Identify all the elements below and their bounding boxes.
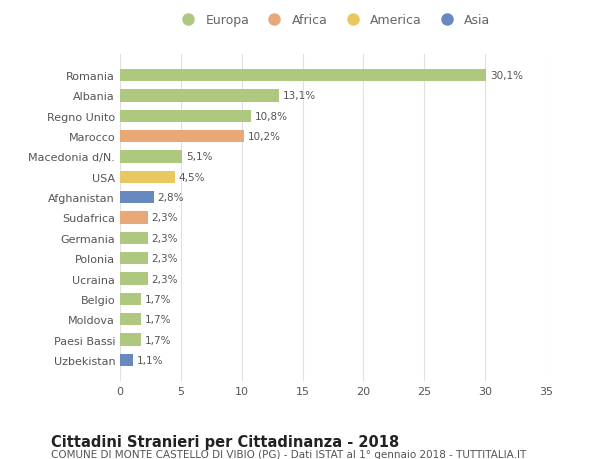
Text: COMUNE DI MONTE CASTELLO DI VIBIO (PG) - Dati ISTAT al 1° gennaio 2018 - TUTTITA: COMUNE DI MONTE CASTELLO DI VIBIO (PG) -… (51, 449, 526, 459)
Text: Cittadini Stranieri per Cittadinanza - 2018: Cittadini Stranieri per Cittadinanza - 2… (51, 434, 399, 449)
Bar (120, 131, 244, 143)
Text: 13,1%: 13,1% (283, 91, 316, 101)
Bar (120, 334, 140, 346)
Text: 10,8%: 10,8% (255, 112, 288, 122)
Bar (120, 192, 154, 204)
Bar (120, 273, 148, 285)
Bar (120, 212, 148, 224)
Bar (120, 293, 140, 305)
Bar (120, 171, 175, 184)
Text: 10,2%: 10,2% (248, 132, 281, 142)
Text: 2,3%: 2,3% (152, 274, 178, 284)
Text: 1,7%: 1,7% (145, 294, 171, 304)
Text: 5,1%: 5,1% (186, 152, 212, 162)
Bar (120, 313, 140, 325)
Text: 1,1%: 1,1% (137, 355, 164, 365)
Bar (120, 111, 251, 123)
Bar (120, 70, 487, 82)
Bar (120, 232, 148, 244)
Text: 30,1%: 30,1% (490, 71, 523, 81)
Bar (120, 90, 280, 102)
Bar (120, 151, 182, 163)
Legend: Europa, Africa, America, Asia: Europa, Africa, America, Asia (170, 9, 496, 32)
Text: 2,8%: 2,8% (158, 193, 184, 203)
Text: 2,3%: 2,3% (152, 233, 178, 243)
Bar (120, 252, 148, 265)
Text: 4,5%: 4,5% (178, 173, 205, 182)
Bar (120, 354, 133, 366)
Text: 1,7%: 1,7% (145, 314, 171, 325)
Text: 2,3%: 2,3% (152, 254, 178, 263)
Text: 1,7%: 1,7% (145, 335, 171, 345)
Text: 2,3%: 2,3% (152, 213, 178, 223)
